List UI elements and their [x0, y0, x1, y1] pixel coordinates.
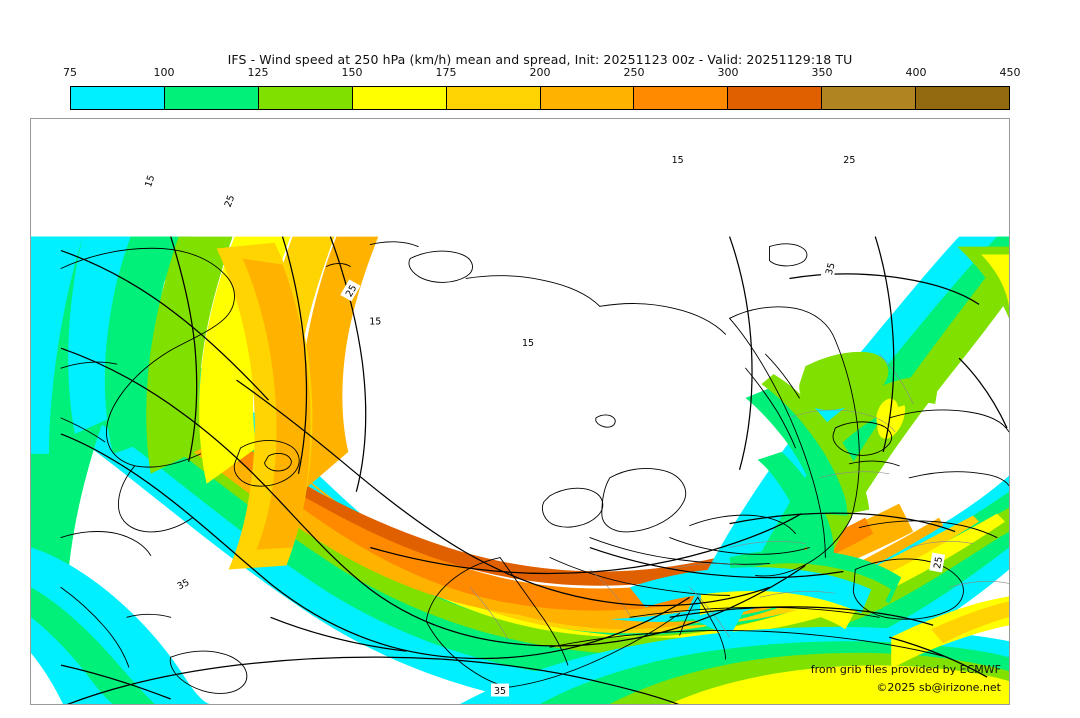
contour-label: 35 [820, 258, 838, 279]
colorbar-cell-200-250 [540, 87, 635, 109]
band-west-chartreuse [146, 236, 233, 474]
colorbar-tick-450: 450 [999, 66, 1021, 79]
colorbar-cell-75-100 [71, 87, 165, 109]
svg-text:35: 35 [175, 577, 191, 592]
svg-text:35: 35 [494, 686, 506, 697]
contour-labels: 15 25 25 15 25 35 35 35 15 25 15 [139, 152, 946, 697]
colorbar-tick-200: 200 [529, 66, 551, 79]
band-west-cyan-inner [68, 236, 131, 434]
band-west-cyan-top [31, 236, 83, 454]
colorbar-strip [70, 86, 1010, 110]
patch-med-cyan [629, 567, 872, 614]
colorbar: 75 100 125 150 175 200 250 300 350 400 450 [63, 66, 1021, 110]
colorbar-cell-125-150 [258, 87, 353, 109]
svg-text:25: 25 [843, 155, 855, 166]
svg-text:15: 15 [369, 316, 381, 327]
band-300-350 [276, 473, 824, 586]
map-panel[interactable]: 15 25 25 15 25 35 35 35 15 25 15 from grib files p… [30, 118, 1010, 705]
contour-label: 15 [139, 170, 158, 192]
pocket-sw-cyan-inner [31, 617, 113, 704]
windspeed-filled-contours [31, 236, 1009, 704]
pocket-sw-cyan [31, 547, 211, 704]
colorbar-cell-350-400 [822, 87, 917, 109]
coastlines [60, 241, 1009, 694]
patch-sweden-green [745, 388, 848, 516]
colorbar-tick-125: 125 [247, 66, 269, 79]
colorbar-tick-250: 250 [623, 66, 645, 79]
svg-text:15: 15 [672, 155, 684, 166]
contour-label: 35 [171, 573, 194, 594]
patch-norway-yellow [876, 398, 899, 430]
patch-topright-yellow [981, 254, 1009, 307]
colorbar-tick-350: 350 [811, 66, 833, 79]
svg-text:25: 25 [932, 556, 945, 570]
spread-contours [60, 236, 1008, 704]
contour-label: 35 [491, 683, 510, 697]
band-west-green-2 [104, 236, 177, 454]
band-west-amber [298, 236, 379, 488]
patch-norway-green [799, 351, 889, 411]
svg-text:35: 35 [824, 262, 838, 276]
colorbar-cell-150-175 [352, 87, 447, 109]
svg-text:25: 25 [223, 194, 237, 209]
colorbar-tick-175: 175 [435, 66, 457, 79]
colorbar-cell-250-300 [634, 87, 729, 109]
colorbar-cell-175-200 [446, 87, 541, 109]
patch-southsweden [757, 451, 834, 558]
svg-text:25: 25 [344, 283, 360, 299]
tongue-north-amber [242, 258, 311, 550]
admin-borders [469, 353, 1009, 640]
colorbar-tick-150: 150 [341, 66, 363, 79]
pocket-sw-green [31, 587, 155, 704]
svg-text:15: 15 [522, 338, 534, 349]
source-credit: from grib files provided by ECMWF [810, 663, 1001, 676]
contour-label: 25 [340, 279, 361, 302]
contour-label: 15 [519, 335, 537, 349]
colorbar-tick-300: 300 [717, 66, 739, 79]
patch-sweden-chartreuse [761, 374, 870, 514]
contour-label: 15 [366, 313, 385, 327]
weather-map: 15 25 25 15 25 35 35 35 15 25 15 [31, 119, 1009, 704]
copyright-credit: ©2025 sb@irizone.net [876, 681, 1001, 694]
chart-title: IFS - Wind speed at 250 hPa (km/h) mean … [227, 52, 853, 67]
colorbar-tick-75: 75 [63, 66, 77, 79]
colorbar-cell-300-350 [728, 87, 823, 109]
contour-label: 25 [929, 552, 946, 573]
patch-se-gold [931, 601, 1009, 644]
contour-label: 25 [840, 152, 859, 166]
colorbar-ticks: 75 100 125 150 175 200 250 300 350 400 450 [63, 66, 1021, 82]
contour-label: 25 [219, 190, 238, 212]
band-south-yellow [669, 665, 1009, 704]
colorbar-cell-100-125 [164, 87, 259, 109]
colorbar-tick-400: 400 [905, 66, 927, 79]
svg-text:15: 15 [143, 174, 157, 189]
colorbar-cell-400-450 [916, 87, 1010, 109]
contour-label: 15 [668, 152, 687, 166]
band-250-300 [214, 435, 874, 611]
band-125-150-baltic-b [811, 376, 940, 464]
colorbar-tick-100: 100 [153, 66, 175, 79]
